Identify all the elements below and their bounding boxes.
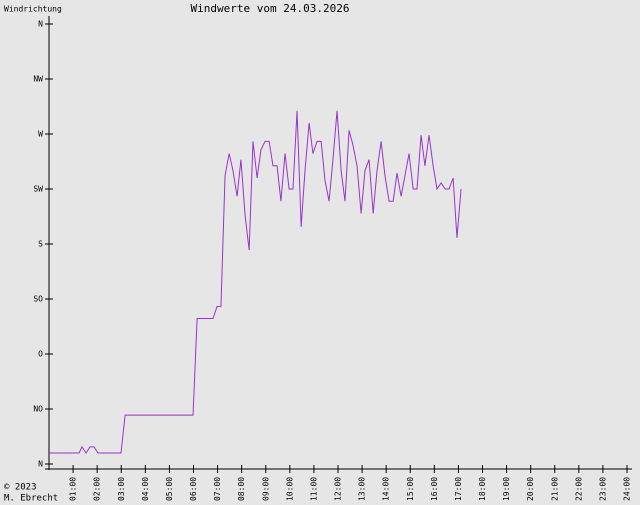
y-axis-label: Windrichtung	[4, 5, 62, 14]
y-tick-label: O	[38, 350, 43, 359]
y-tick-label: NW	[33, 75, 43, 84]
x-tick-label: 17:00	[454, 477, 463, 501]
x-tick-label: 01:00	[69, 477, 78, 501]
y-tick-label: W	[38, 130, 43, 139]
x-tick-label: 18:00	[478, 477, 487, 501]
x-tick-label: 02:00	[93, 477, 102, 501]
y-tick-label: SW	[33, 185, 43, 194]
x-tick-label: 09:00	[261, 477, 270, 501]
wind-line	[49, 110, 462, 454]
x-tick-label: 23:00	[598, 477, 607, 501]
y-tick-label: N	[38, 460, 43, 469]
x-tick-label: 06:00	[189, 477, 198, 501]
x-tick-label: 05:00	[165, 477, 174, 501]
x-tick-label: 21:00	[550, 477, 559, 501]
x-tick-label: 12:00	[334, 477, 343, 501]
footer: M. Ebrecht	[4, 494, 58, 504]
x-tick-label: 04:00	[141, 477, 150, 501]
x-tick-label: 20:00	[526, 477, 535, 501]
x-tick-label: 14:00	[382, 477, 391, 501]
x-tick-label: 03:00	[117, 477, 126, 501]
x-tick-label: 22:00	[574, 477, 583, 501]
y-tick-label: NO	[33, 405, 43, 414]
x-tick-label: 16:00	[430, 477, 439, 501]
y-tick-label: SO	[33, 295, 43, 304]
x-tick-label: 10:00	[285, 477, 294, 501]
y-tick-label: N	[38, 20, 43, 29]
x-tick-label: 24:00	[623, 477, 632, 501]
x-tick-label: 19:00	[502, 477, 511, 501]
x-tick-label: 07:00	[213, 477, 222, 501]
y-tick-label: S	[38, 240, 43, 249]
x-tick-label: 13:00	[358, 477, 367, 501]
chart-title: Windwerte vom 24.03.2026	[191, 2, 350, 15]
x-tick-label: 08:00	[237, 477, 246, 501]
x-tick-label: 11:00	[309, 477, 318, 501]
footer: © 2023	[4, 483, 37, 493]
x-tick-label: 15:00	[406, 477, 415, 501]
